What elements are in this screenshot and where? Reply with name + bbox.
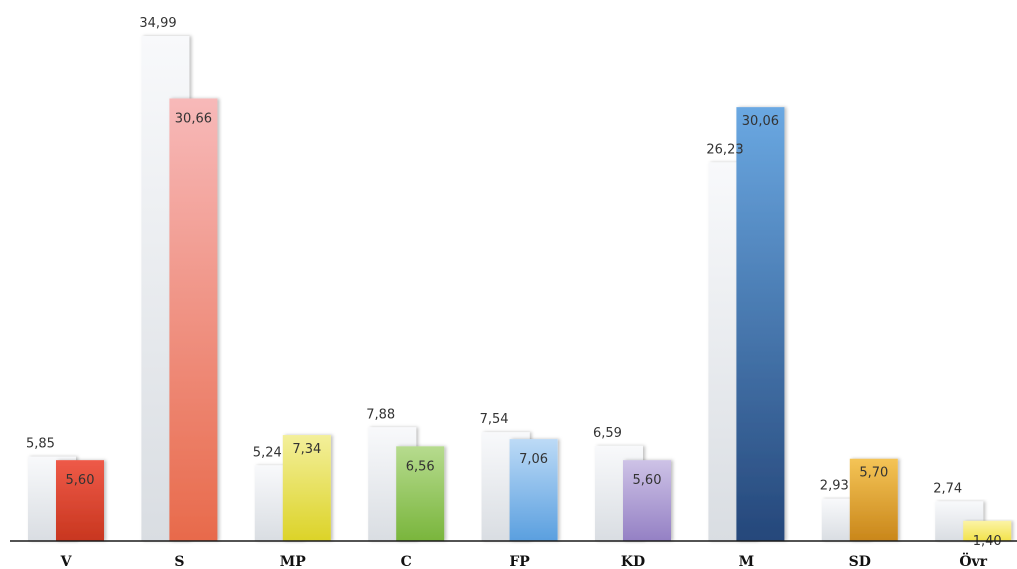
value-label-prior-SD: 2,93 bbox=[820, 479, 849, 494]
category-label-MP: MP bbox=[280, 554, 306, 569]
bar-current-KD bbox=[623, 460, 671, 541]
value-label-prior-C: 7,88 bbox=[366, 407, 395, 422]
category-label-V: V bbox=[60, 554, 73, 569]
category-label-KD: KD bbox=[621, 554, 645, 569]
bar-current-Övr bbox=[963, 520, 1012, 541]
category-label-S: S bbox=[174, 554, 184, 569]
category-label-FP: FP bbox=[509, 554, 530, 569]
value-label-current-MP: 7,34 bbox=[292, 442, 321, 457]
category-label-M: M bbox=[739, 554, 755, 569]
value-label-current-S: 30,66 bbox=[175, 111, 212, 126]
bar-current-S bbox=[169, 98, 218, 542]
value-label-prior-FP: 7,54 bbox=[480, 412, 509, 427]
bar-current-M bbox=[736, 107, 785, 541]
value-label-current-V: 5,60 bbox=[66, 473, 95, 488]
value-label-current-M: 30,06 bbox=[742, 114, 779, 129]
value-label-prior-S: 34,99 bbox=[139, 16, 176, 31]
category-label-Övr: Övr bbox=[959, 551, 987, 569]
category-labels-group: V S MP C FP KD M SD Övr bbox=[60, 551, 988, 569]
value-label-prior-KD: 6,59 bbox=[593, 426, 622, 441]
value-label-prior-M: 26,23 bbox=[706, 142, 743, 157]
bar-current-V bbox=[56, 460, 104, 541]
value-label-current-SD: 5,70 bbox=[859, 466, 888, 481]
value-label-prior-Övr: 2,74 bbox=[933, 481, 962, 496]
value-label-prior-V: 5,85 bbox=[26, 437, 55, 452]
value-labels-group: 5,85 5,60 34,99 30,66 5,24 7,34 7,88 6,56 7,54 7,… bbox=[26, 16, 1002, 549]
category-label-SD: SD bbox=[849, 554, 871, 569]
category-label-C: C bbox=[401, 554, 412, 569]
value-label-current-KD: 5,60 bbox=[633, 473, 662, 488]
bar-current-C bbox=[396, 446, 445, 541]
bar-current-FP bbox=[509, 439, 558, 541]
value-label-prior-MP: 5,24 bbox=[253, 445, 282, 460]
bars-group bbox=[28, 36, 1012, 542]
bar-current-MP bbox=[282, 435, 331, 541]
bar-current-SD bbox=[849, 458, 898, 541]
value-label-current-FP: 7,06 bbox=[519, 452, 548, 467]
value-label-current-C: 6,56 bbox=[406, 459, 435, 474]
